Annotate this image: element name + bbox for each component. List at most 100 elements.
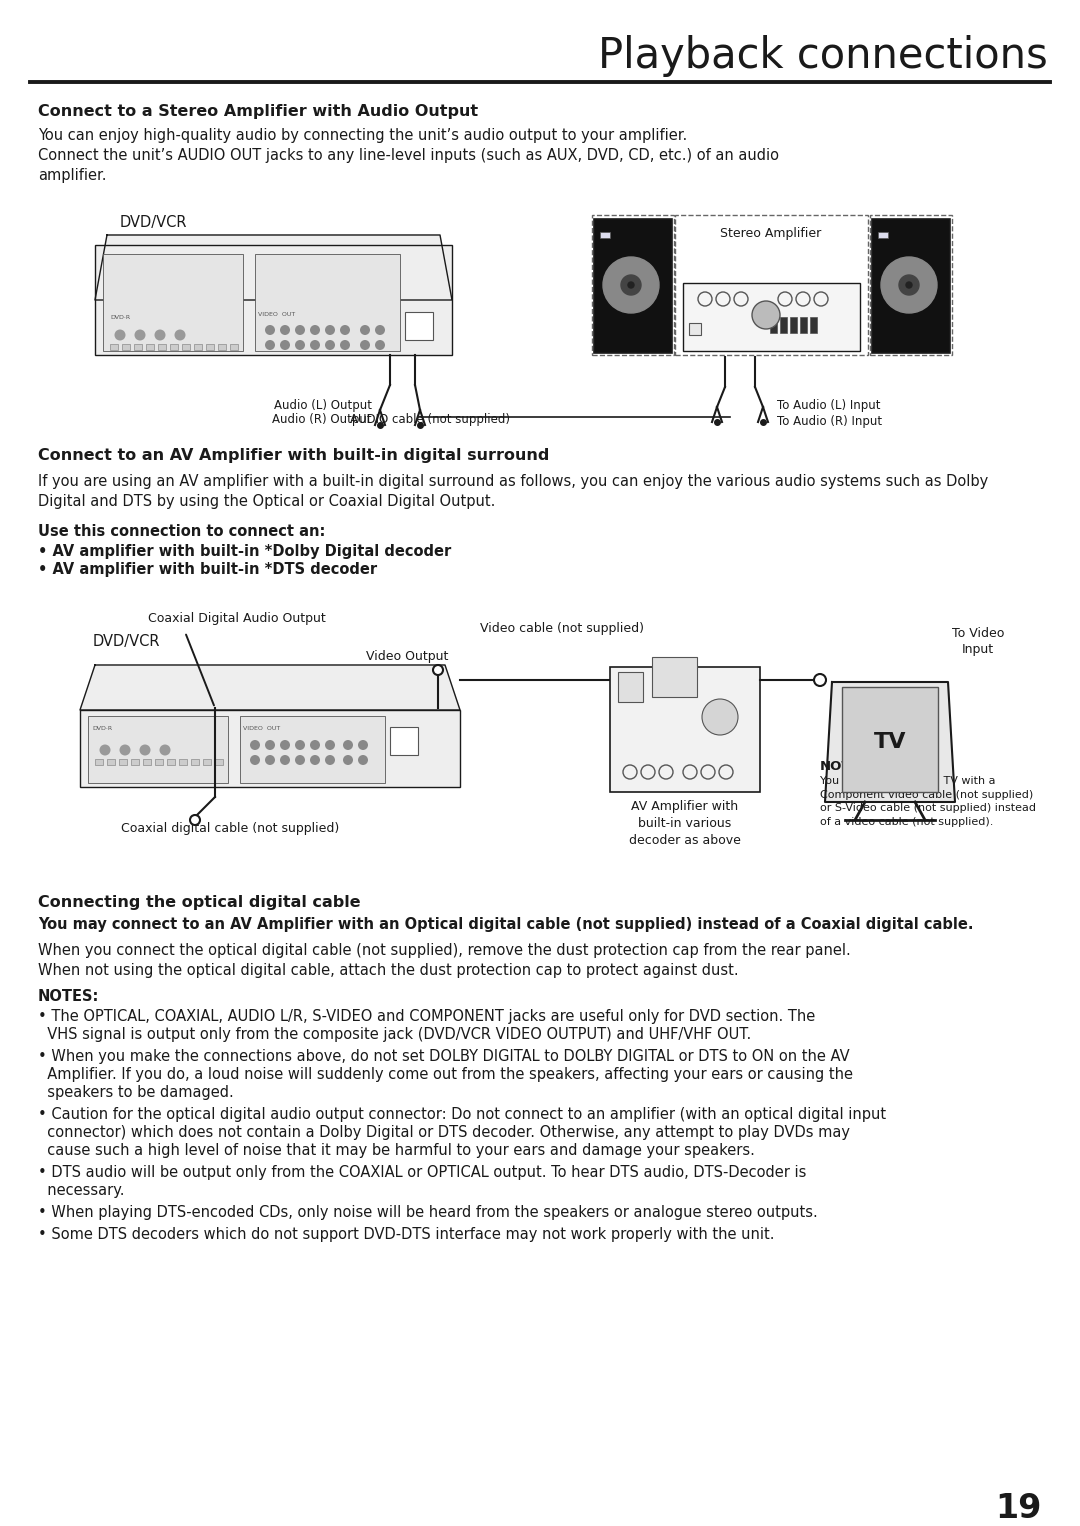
Text: necessary.: necessary. [38,1183,124,1198]
FancyBboxPatch shape [600,232,610,238]
Circle shape [325,740,335,749]
FancyBboxPatch shape [842,687,939,792]
Circle shape [360,340,370,349]
FancyBboxPatch shape [95,758,103,765]
FancyBboxPatch shape [119,758,127,765]
FancyBboxPatch shape [206,343,214,349]
FancyBboxPatch shape [110,343,118,349]
Circle shape [190,815,200,826]
Polygon shape [825,682,955,803]
FancyBboxPatch shape [594,220,672,353]
Circle shape [340,340,350,349]
Text: Connect to a Stereo Amplifier with Audio Output: Connect to a Stereo Amplifier with Audio… [38,104,478,119]
Circle shape [814,674,826,687]
Circle shape [357,740,368,749]
Text: speakers to be damaged.: speakers to be damaged. [38,1085,233,1100]
Circle shape [295,325,305,336]
Circle shape [295,740,305,749]
Text: Video cable (not supplied): Video cable (not supplied) [480,623,644,635]
Text: DVD/VCR: DVD/VCR [120,215,188,230]
Circle shape [295,340,305,349]
Text: AV Amplifier with
built-in various
decoder as above: AV Amplifier with built-in various decod… [629,800,741,847]
Circle shape [325,755,335,765]
Text: • DTS audio will be output only from the COAXIAL or OPTICAL output. To hear DTS : • DTS audio will be output only from the… [38,1164,807,1180]
Text: Video Output: Video Output [366,650,448,662]
FancyBboxPatch shape [405,311,433,340]
FancyBboxPatch shape [872,220,950,353]
Text: Stereo Amplifier: Stereo Amplifier [720,227,822,240]
FancyBboxPatch shape [218,343,226,349]
Circle shape [265,755,275,765]
Circle shape [325,325,335,336]
Circle shape [603,256,659,313]
Circle shape [280,740,291,749]
Circle shape [114,330,125,340]
FancyBboxPatch shape [107,758,114,765]
FancyBboxPatch shape [800,317,807,333]
FancyBboxPatch shape [618,671,643,702]
Text: VIDEO  OUT: VIDEO OUT [243,726,280,731]
FancyBboxPatch shape [103,253,243,351]
Text: Audio (L) Output: Audio (L) Output [274,398,372,412]
FancyBboxPatch shape [810,317,816,333]
FancyBboxPatch shape [689,324,701,336]
Circle shape [175,330,186,340]
Circle shape [154,330,165,340]
Circle shape [265,740,275,749]
Text: You can enjoy high-quality audio by connecting the unit’s audio output to your a: You can enjoy high-quality audio by conn… [38,128,687,143]
Text: NOTE:: NOTE: [820,760,866,774]
Circle shape [357,755,368,765]
Text: cause such a high level of noise that it may be harmful to your ears and damage : cause such a high level of noise that it… [38,1143,755,1158]
Circle shape [120,745,131,755]
Text: When you connect the optical digital cable (not supplied), remove the dust prote: When you connect the optical digital cab… [38,943,851,958]
FancyBboxPatch shape [179,758,187,765]
Text: Audio (R) Output: Audio (R) Output [272,414,372,426]
Text: Connect to an AV Amplifier with built-in digital surround: Connect to an AV Amplifier with built-in… [38,449,550,462]
Circle shape [881,256,937,313]
FancyBboxPatch shape [183,343,190,349]
Text: You may connect to an AV Amplifier with an Optical digital cable (not supplied) : You may connect to an AV Amplifier with … [38,917,973,932]
Polygon shape [80,665,460,710]
FancyBboxPatch shape [770,317,777,333]
Text: To Video
Input: To Video Input [951,627,1004,656]
Text: Coaxial Digital Audio Output: Coaxial Digital Audio Output [148,612,326,626]
Circle shape [295,755,305,765]
Text: Connecting the optical digital cable: Connecting the optical digital cable [38,896,361,909]
FancyBboxPatch shape [156,758,163,765]
FancyBboxPatch shape [215,758,222,765]
Text: • Caution for the optical digital audio output connector: Do not connect to an a: • Caution for the optical digital audio … [38,1106,886,1122]
Text: VHS signal is output only from the composite jack (DVD/VCR VIDEO OUTPUT) and UHF: VHS signal is output only from the compo… [38,1027,752,1042]
FancyBboxPatch shape [610,667,760,792]
FancyBboxPatch shape [683,282,860,351]
Circle shape [310,740,320,749]
Text: connector) which does not contain a Dolby Digital or DTS decoder. Otherwise, any: connector) which does not contain a Dolb… [38,1125,850,1140]
Text: If you are using an AV amplifier with a built-in digital surround as follows, yo: If you are using an AV amplifier with a … [38,475,988,488]
FancyBboxPatch shape [878,232,888,238]
FancyBboxPatch shape [170,343,178,349]
Text: DVD/VCR: DVD/VCR [93,633,161,649]
Circle shape [280,755,291,765]
Circle shape [160,745,171,755]
Text: DVD·R: DVD·R [92,726,112,731]
Circle shape [265,340,275,349]
Text: Coaxial digital cable (not supplied): Coaxial digital cable (not supplied) [121,823,339,835]
Text: When not using the optical digital cable, attach the dust protection cap to prot: When not using the optical digital cable… [38,963,739,978]
Circle shape [280,340,291,349]
Text: amplifier.: amplifier. [38,168,107,183]
Text: • AV amplifier with built-in *DTS decoder: • AV amplifier with built-in *DTS decode… [38,562,377,577]
Text: • Some DTS decoders which do not support DVD-DTS interface may not work properly: • Some DTS decoders which do not support… [38,1227,774,1242]
Text: You may connect to a TV with a
Component video cable (not supplied)
or S-Video c: You may connect to a TV with a Component… [820,777,1036,827]
Circle shape [265,325,275,336]
Circle shape [375,340,384,349]
Text: Playback connections: Playback connections [598,35,1048,76]
Text: Amplifier. If you do, a loud noise will suddenly come out from the speakers, aff: Amplifier. If you do, a loud noise will … [38,1067,853,1082]
FancyBboxPatch shape [158,343,166,349]
Circle shape [343,755,353,765]
FancyBboxPatch shape [203,758,211,765]
Circle shape [280,325,291,336]
FancyBboxPatch shape [230,343,238,349]
Text: Digital and DTS by using the Optical or Coaxial Digital Output.: Digital and DTS by using the Optical or … [38,494,496,510]
Text: 19: 19 [996,1492,1042,1524]
Circle shape [310,755,320,765]
Text: NOTES:: NOTES: [38,989,99,1004]
